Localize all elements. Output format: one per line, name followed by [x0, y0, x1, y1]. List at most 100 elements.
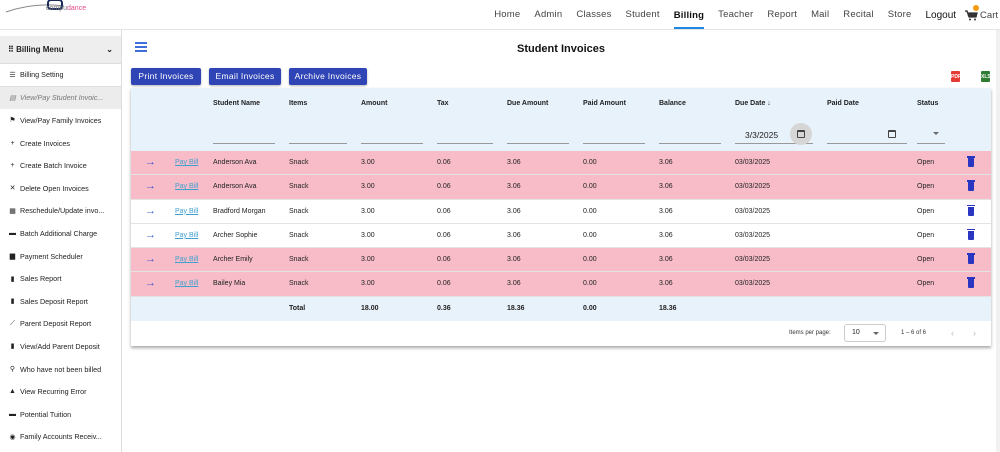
sidebar-item[interactable]: ⚲ Who have not been billed [0, 358, 121, 381]
filter-balance[interactable] [659, 143, 721, 144]
table-row[interactable]: → Pay Bill Anderson Ava Snack 3.00 0.06 3.06 0.… [131, 151, 991, 176]
nav-store[interactable]: Store [887, 9, 912, 20]
col-student-name-header[interactable]: Student Name [213, 100, 261, 107]
pay-bill-link[interactable]: Pay Bill [175, 256, 199, 264]
sidebar-item[interactable]: + Create Batch Invoice [0, 154, 121, 177]
nav-home[interactable]: Home [494, 9, 521, 20]
nav-mail[interactable]: Mail [811, 9, 830, 20]
items-per-page-select[interactable]: 10 [844, 323, 886, 342]
expand-arrow-icon[interactable]: → [145, 228, 156, 241]
cell-balance: 3.06 [659, 280, 673, 288]
sidebar-item[interactable]: ▬ Potential Tuition [0, 403, 121, 426]
filter-items[interactable] [289, 143, 347, 144]
cart-link[interactable]: Cart [964, 5, 998, 21]
cell-item: Snack [289, 183, 309, 191]
sidebar-item[interactable]: ▆ Payment Scheduler [0, 245, 121, 268]
filter-tax[interactable] [437, 143, 493, 144]
filter-status[interactable] [917, 143, 945, 144]
nav-teacher[interactable]: Teacher [718, 9, 754, 20]
previous-page-button[interactable]: ‹ [951, 327, 954, 338]
logo-swoosh-icon [5, 0, 65, 13]
nav-classes[interactable]: Classes [576, 9, 612, 20]
col-status-header[interactable]: Status [917, 100, 939, 107]
col-amount-header[interactable]: Amount [361, 100, 388, 107]
table-row[interactable]: → Pay Bill Anderson Ava Snack 3.00 0.06 3.06 0.… [131, 175, 991, 200]
cell-due-date: 03/03/2025 [735, 207, 771, 215]
filter-amount[interactable] [361, 143, 423, 144]
delete-trash-icon[interactable] [967, 277, 975, 289]
nav-billing[interactable]: Billing [673, 1, 705, 29]
filter-row: 3/3/2025 [131, 120, 991, 151]
next-page-button[interactable]: › [973, 327, 976, 338]
nav-admin[interactable]: Admin [534, 9, 563, 20]
page-scrollbar[interactable] [996, 30, 1000, 452]
export-pdf-icon[interactable]: PDF [951, 71, 961, 82]
cell-due-date: 03/03/2025 [735, 256, 771, 264]
pay-bill-link[interactable]: Pay Bill [175, 231, 199, 239]
delete-trash-icon[interactable] [967, 228, 975, 240]
expand-arrow-icon[interactable]: → [145, 253, 156, 266]
sidebar-item[interactable]: ▤ View/Pay Student Invoic... [0, 86, 121, 110]
sidebar-item[interactable]: ▮ Sales Report [0, 267, 121, 290]
logout-link[interactable]: Logout [925, 9, 957, 21]
table-row[interactable]: → Pay Bill Archer Sophie Snack 3.00 0.06 3.06 0… [131, 223, 991, 249]
pay-bill-link[interactable]: Pay Bill [175, 280, 199, 288]
col-balance-header[interactable]: Balance [659, 100, 686, 107]
filter-due-date[interactable] [735, 143, 813, 144]
print-invoices-button[interactable]: Print Invoices [131, 68, 201, 85]
pay-bill-link[interactable]: Pay Bill [175, 183, 199, 191]
nav-student[interactable]: Student [625, 9, 660, 20]
compudance-logo[interactable]: compudance [4, 0, 124, 22]
cell-name: Archer Emily [213, 256, 253, 264]
sidebar-item[interactable]: + Create Invoices [0, 132, 121, 155]
sidebar-item[interactable]: ✕ Delete Open Invoices [0, 177, 121, 200]
cell-status: Open [917, 207, 935, 215]
expand-arrow-icon[interactable]: → [145, 180, 156, 193]
nav-report[interactable]: Report [767, 9, 798, 20]
billing-menu-header[interactable]: ⠿ Billing Menu ⌄ [0, 36, 121, 64]
delete-trash-icon[interactable] [967, 204, 975, 216]
sidebar-item[interactable]: ▮ Sales Deposit Report [0, 290, 121, 313]
expand-arrow-icon[interactable]: → [145, 156, 156, 168]
col-paid-amount-header[interactable]: Paid Amount [583, 100, 626, 107]
col-tax-header[interactable]: Tax [437, 100, 449, 107]
col-due-date-header[interactable]: Due Date ↓ [735, 100, 771, 107]
delete-trash-icon[interactable] [967, 156, 975, 167]
sidebar-item[interactable]: ▦ Reschedule/Update invo... [0, 200, 121, 223]
due-date-calendar-button[interactable] [790, 123, 812, 145]
archive-invoices-button[interactable]: Archive Invoices [289, 68, 367, 85]
sidebar-item[interactable]: ▬ Batch Additional Charge [0, 222, 121, 245]
col-items-header[interactable]: Items [289, 100, 308, 107]
pay-bill-link[interactable]: Pay Bill [175, 159, 199, 166]
table-row[interactable]: → Pay Bill Bradford Morgan Snack 3.00 0.06 3.0… [131, 199, 991, 224]
filter-paid-amount[interactable] [583, 143, 645, 144]
email-invoices-button[interactable]: Email Invoices [209, 68, 281, 85]
sidebar-item-label: View/Pay Family Invoices [20, 115, 102, 125]
paid-date-calendar-icon[interactable] [888, 130, 896, 138]
sidebar-item[interactable]: ▲ View Recurring Error [0, 380, 121, 403]
export-xls-icon[interactable]: XLS [981, 71, 991, 82]
filter-student-name[interactable] [213, 143, 275, 144]
expand-arrow-icon[interactable]: → [145, 277, 156, 290]
nav-recital[interactable]: Recital [843, 9, 874, 20]
sidebar-item[interactable]: ⚑ View/Pay Family Invoices [0, 109, 121, 132]
sidebar-item[interactable]: ☰ Billing Setting [0, 64, 121, 87]
filter-paid-date[interactable] [827, 143, 907, 144]
expand-arrow-icon[interactable]: → [145, 204, 156, 217]
hamburger-menu-icon[interactable] [135, 42, 147, 52]
filter-due-amount[interactable] [507, 143, 569, 144]
cell-name: Bradford Morgan [213, 207, 266, 215]
pay-bill-link[interactable]: Pay Bill [175, 207, 199, 215]
delete-trash-icon[interactable] [967, 253, 975, 265]
status-dropdown-caret-icon[interactable] [933, 132, 939, 135]
col-paid-date-header[interactable]: Paid Date [827, 100, 859, 107]
table-row[interactable]: → Pay Bill Bailey Mia Snack 3.00 0.06 3.06 0.00… [131, 272, 991, 297]
filter-due-date-value[interactable]: 3/3/2025 [745, 130, 779, 140]
sidebar-item[interactable]: ◉ Family Accounts Receiv... [0, 426, 121, 449]
table-body: → Pay Bill Anderson Ava Snack 3.00 0.06 3.06 0.… [131, 151, 991, 297]
delete-trash-icon[interactable] [967, 180, 975, 192]
table-row[interactable]: → Pay Bill Archer Emily Snack 3.00 0.06 3.06 0.… [131, 248, 991, 273]
sidebar-item[interactable]: ⟋ Parent Deposit Report [0, 313, 121, 336]
sidebar-item[interactable]: ▮ View/Add Parent Deposit [0, 335, 121, 358]
col-due-amount-header[interactable]: Due Amount [507, 100, 549, 107]
